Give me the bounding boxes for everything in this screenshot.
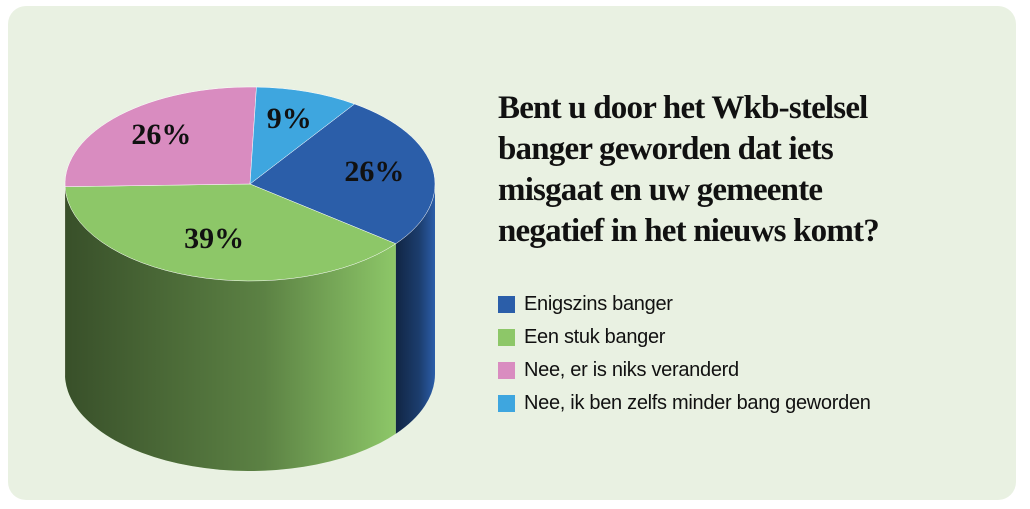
legend-item: Een stuk banger: [498, 321, 871, 354]
legend: Enigszins banger Een stuk banger Nee, er i…: [498, 288, 871, 420]
legend-label: Nee, er is niks veranderd: [524, 359, 739, 381]
legend-swatch: [498, 329, 515, 346]
legend-swatch: [498, 395, 515, 412]
data-label: 26%: [131, 118, 191, 151]
legend-item: Nee, er is niks veranderd: [498, 354, 871, 387]
data-label: 39%: [184, 222, 244, 255]
legend-label: Een stuk banger: [524, 326, 666, 348]
slice-side-shade: [65, 186, 396, 472]
chart-title: Bent u door het Wkb-stelsel banger gewor…: [498, 90, 880, 249]
legend-item: Enigszins banger: [498, 288, 871, 321]
slice: [249, 86, 356, 185]
slice: [64, 86, 257, 187]
data-label: 9%: [267, 102, 312, 135]
slice-side-shade: [395, 184, 435, 434]
legend-item: Nee, ik ben zelfs minder bang geworden: [498, 387, 871, 420]
legend-label: Enigszins banger: [524, 293, 673, 315]
card: 26% 39% 26% 9% Bent u door het Wkb-stelsel …: [8, 6, 1016, 500]
pie-chart: 26% 39% 26% 9%: [64, 86, 436, 472]
legend-swatch: [498, 296, 515, 313]
legend-label: Nee, ik ben zelfs minder bang geworden: [524, 392, 871, 414]
data-label: 26%: [344, 155, 404, 188]
legend-swatch: [498, 362, 515, 379]
slice: [64, 183, 397, 282]
slice: [249, 103, 436, 245]
